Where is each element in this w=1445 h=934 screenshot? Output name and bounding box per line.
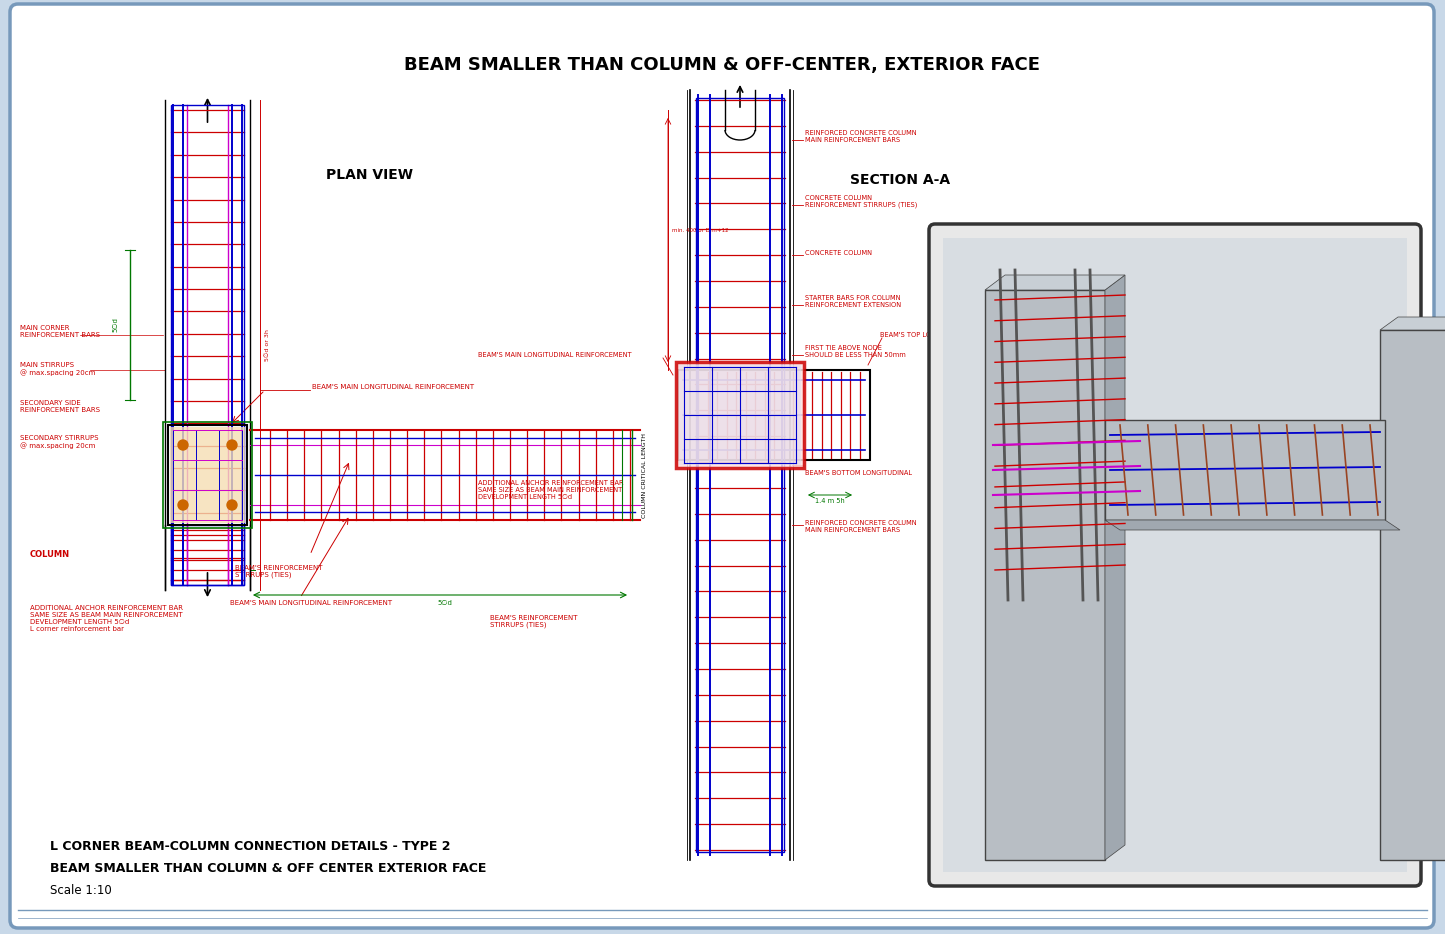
Polygon shape — [1105, 275, 1126, 860]
Text: COLUMN CRITICAL LENGTH: COLUMN CRITICAL LENGTH — [643, 432, 647, 517]
Text: SECONDARY SIDE
REINFORCEMENT BARS: SECONDARY SIDE REINFORCEMENT BARS — [20, 400, 100, 413]
Text: COLUMN: COLUMN — [30, 550, 71, 559]
Text: BEAM'S REINFORCEMENT
STIRRUPS (TIES): BEAM'S REINFORCEMENT STIRRUPS (TIES) — [490, 615, 578, 629]
Text: REINFORCED CONCRETE COLUMN
MAIN REINFORCEMENT BARS: REINFORCED CONCRETE COLUMN MAIN REINFORC… — [805, 520, 916, 533]
FancyBboxPatch shape — [929, 224, 1420, 886]
Bar — [696, 98, 785, 852]
Text: STARTER BARS FOR COLUMN
REINFORCEMENT EXTENSION: STARTER BARS FOR COLUMN REINFORCEMENT EX… — [805, 295, 902, 308]
Text: min. 400 or Dim+12: min. 400 or Dim+12 — [672, 228, 728, 233]
Text: BEAM'S REINFORCEMENT
STIRRUPS (TIES): BEAM'S REINFORCEMENT STIRRUPS (TIES) — [236, 565, 322, 578]
Polygon shape — [1105, 520, 1400, 530]
Text: Scale 1:10: Scale 1:10 — [51, 884, 111, 897]
Text: BEAM'S BOTTOM LONGITUDINAL: BEAM'S BOTTOM LONGITUDINAL — [805, 470, 912, 476]
Text: CONCRETE COLUMN
REINFORCEMENT STIRRUPS (TIES): CONCRETE COLUMN REINFORCEMENT STIRRUPS (… — [805, 195, 918, 208]
Bar — [1105, 420, 1384, 520]
Text: CONCRETE COLUMN: CONCRETE COLUMN — [805, 250, 871, 256]
Text: BEAM SMALLER THAN COLUMN & OFF CENTER EXTERIOR FACE: BEAM SMALLER THAN COLUMN & OFF CENTER EX… — [51, 862, 487, 875]
Circle shape — [227, 440, 237, 450]
Circle shape — [178, 440, 188, 450]
Bar — [171, 105, 244, 585]
Text: ADDITIONAL ANCHOR REINFORCEMENT BAR
SAME SIZE AS BEAM MAIN REINFORCEMENT
DEVELOP: ADDITIONAL ANCHOR REINFORCEMENT BAR SAME… — [30, 605, 184, 632]
Bar — [678, 370, 870, 460]
Text: PLAN VIEW: PLAN VIEW — [327, 168, 413, 182]
Bar — [163, 422, 251, 528]
Bar — [985, 290, 1105, 860]
Text: L CORNER BEAM-COLUMN CONNECTION DETAILS - TYPE 2: L CORNER BEAM-COLUMN CONNECTION DETAILS … — [51, 840, 451, 853]
Text: 5∅d or 3h: 5∅d or 3h — [264, 329, 270, 361]
FancyBboxPatch shape — [10, 4, 1433, 928]
Text: BEAM'S MAIN LONGITUDINAL REINFORCEMENT: BEAM'S MAIN LONGITUDINAL REINFORCEMENT — [478, 352, 631, 358]
Text: REINFORCED CONCRETE COLUMN
MAIN REINFORCEMENT BARS: REINFORCED CONCRETE COLUMN MAIN REINFORC… — [805, 130, 916, 143]
Text: 5∅d: 5∅d — [113, 318, 118, 333]
Circle shape — [178, 500, 188, 510]
Polygon shape — [1380, 317, 1445, 330]
Bar — [171, 525, 244, 585]
Text: MAIN CORNER
REINFORCEMENT BARS: MAIN CORNER REINFORCEMENT BARS — [20, 325, 100, 338]
Text: SECONDARY STIRRUPS
@ max.spacing 20cm: SECONDARY STIRRUPS @ max.spacing 20cm — [20, 435, 98, 449]
Text: 1.4 m 5h: 1.4 m 5h — [815, 498, 845, 504]
Bar — [1380, 330, 1445, 860]
Text: ADDITIONAL ANCHOR REINFORCEMENT BAR
SAME SIZE AS BEAM MAIN REINFORCEMENT
DEVELOP: ADDITIONAL ANCHOR REINFORCEMENT BAR SAME… — [478, 480, 624, 500]
Bar — [944, 238, 1407, 872]
Bar — [171, 427, 246, 523]
Text: FIRST TIE ABOVE NODE
SHOULD BE LESS THAN 50mm: FIRST TIE ABOVE NODE SHOULD BE LESS THAN… — [805, 345, 906, 358]
Polygon shape — [985, 275, 1126, 290]
Bar — [168, 425, 247, 525]
Text: SECTION A-A: SECTION A-A — [850, 173, 951, 187]
Bar — [679, 365, 801, 465]
Text: BEAM'S MAIN LONGITUDINAL REINFORCEMENT: BEAM'S MAIN LONGITUDINAL REINFORCEMENT — [312, 384, 474, 390]
Text: MAIN STIRRUPS
@ max.spacing 20cm: MAIN STIRRUPS @ max.spacing 20cm — [20, 362, 95, 375]
Text: BEAM'S MAIN LONGITUDINAL REINFORCEMENT: BEAM'S MAIN LONGITUDINAL REINFORCEMENT — [230, 600, 392, 606]
Text: 5∅d: 5∅d — [438, 600, 452, 606]
Circle shape — [227, 500, 237, 510]
Text: BEAM'S TOP LONGITUDINAL REINFORCEMENT: BEAM'S TOP LONGITUDINAL REINFORCEMENT — [880, 332, 1030, 338]
Text: BEAM SMALLER THAN COLUMN & OFF-CENTER, EXTERIOR FACE: BEAM SMALLER THAN COLUMN & OFF-CENTER, E… — [405, 56, 1040, 74]
Bar — [676, 362, 803, 468]
